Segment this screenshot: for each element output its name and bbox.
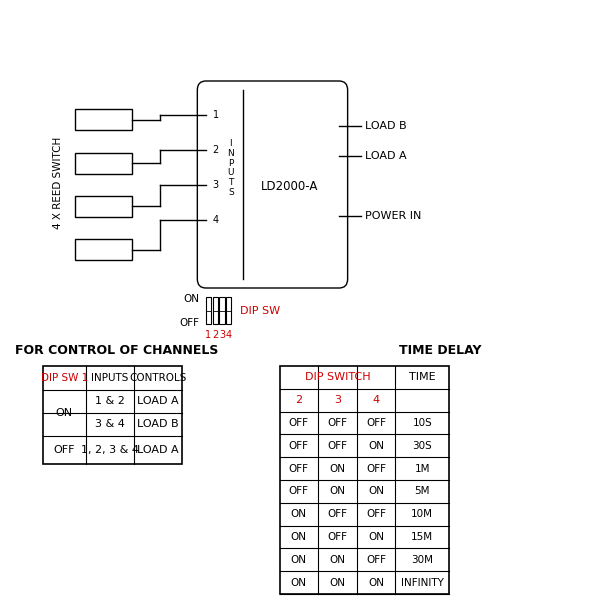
- Text: ON: ON: [291, 578, 307, 587]
- Text: ON: ON: [329, 487, 346, 496]
- Text: 2: 2: [212, 330, 218, 340]
- Text: 30S: 30S: [412, 441, 432, 451]
- Bar: [220, 297, 224, 324]
- FancyBboxPatch shape: [197, 81, 347, 288]
- Text: 10S: 10S: [412, 418, 432, 428]
- Text: 4: 4: [226, 330, 232, 340]
- Text: OFF: OFF: [289, 441, 309, 451]
- Text: OFF: OFF: [328, 509, 347, 519]
- Text: 1: 1: [212, 110, 219, 120]
- Text: OFF: OFF: [366, 509, 386, 519]
- Text: INPUTS: INPUTS: [91, 373, 128, 383]
- Text: 10M: 10M: [411, 509, 433, 519]
- Text: ON: ON: [368, 578, 384, 587]
- Text: OFF: OFF: [328, 418, 347, 428]
- Bar: [226, 297, 232, 324]
- Text: OFF: OFF: [53, 445, 75, 455]
- Text: ON: ON: [291, 532, 307, 542]
- Text: 15M: 15M: [411, 532, 433, 542]
- Text: OFF: OFF: [366, 464, 386, 473]
- Text: 1, 2, 3 & 4: 1, 2, 3 & 4: [81, 445, 139, 455]
- Bar: [76, 109, 132, 130]
- Bar: [76, 239, 132, 260]
- Text: OFF: OFF: [366, 418, 386, 428]
- Text: DIP SWITCH: DIP SWITCH: [305, 373, 370, 382]
- Text: ON: ON: [56, 408, 73, 418]
- Text: ON: ON: [368, 487, 384, 496]
- Text: I
N
P
U
T
S: I N P U T S: [227, 139, 234, 197]
- Text: 4 X REED SWITCH: 4 X REED SWITCH: [53, 137, 64, 229]
- Text: 2: 2: [295, 395, 302, 405]
- Bar: [280, 366, 449, 594]
- Text: TIME: TIME: [409, 373, 436, 382]
- Text: 3: 3: [219, 330, 225, 340]
- Text: DIP SW: DIP SW: [240, 305, 280, 316]
- Text: ON: ON: [368, 532, 384, 542]
- Text: LOAD A: LOAD A: [365, 151, 407, 161]
- Text: FOR CONTROL OF CHANNELS: FOR CONTROL OF CHANNELS: [15, 344, 218, 358]
- Text: TIME DELAY: TIME DELAY: [399, 344, 481, 358]
- Bar: [76, 152, 132, 174]
- Text: LD2000-A: LD2000-A: [261, 179, 319, 193]
- Text: POWER IN: POWER IN: [365, 211, 422, 221]
- Bar: [43, 366, 182, 464]
- Text: ON: ON: [329, 555, 346, 565]
- Text: CONTROLS: CONTROLS: [129, 373, 187, 383]
- Text: ON: ON: [183, 295, 199, 304]
- Text: 1M: 1M: [415, 464, 430, 473]
- Bar: [212, 297, 218, 324]
- Text: LOAD A: LOAD A: [137, 397, 179, 406]
- Text: 3: 3: [334, 395, 341, 405]
- Text: OFF: OFF: [289, 418, 309, 428]
- Text: OFF: OFF: [179, 318, 199, 328]
- Text: ON: ON: [329, 578, 346, 587]
- Text: LOAD B: LOAD B: [365, 121, 407, 131]
- Text: OFF: OFF: [289, 487, 309, 496]
- Bar: [206, 297, 211, 324]
- Text: 30M: 30M: [411, 555, 433, 565]
- Text: OFF: OFF: [366, 555, 386, 565]
- Text: OFF: OFF: [328, 532, 347, 542]
- Text: 2: 2: [212, 145, 219, 155]
- Text: 1: 1: [205, 330, 211, 340]
- Text: ON: ON: [291, 509, 307, 519]
- Text: 3 & 4: 3 & 4: [95, 419, 125, 429]
- Text: OFF: OFF: [289, 464, 309, 473]
- Text: 1 & 2: 1 & 2: [95, 397, 125, 406]
- Text: ON: ON: [368, 441, 384, 451]
- Text: LOAD A: LOAD A: [137, 445, 179, 455]
- Text: 4: 4: [373, 395, 380, 405]
- Text: 5M: 5M: [415, 487, 430, 496]
- Text: INFINITY: INFINITY: [401, 578, 443, 587]
- Text: LOAD B: LOAD B: [137, 419, 179, 429]
- Text: 3: 3: [212, 180, 219, 190]
- Text: ON: ON: [291, 555, 307, 565]
- Text: ON: ON: [329, 464, 346, 473]
- Text: 4: 4: [212, 215, 219, 224]
- Text: DIP SW 1: DIP SW 1: [41, 373, 88, 383]
- Text: OFF: OFF: [328, 441, 347, 451]
- Bar: [76, 196, 132, 217]
